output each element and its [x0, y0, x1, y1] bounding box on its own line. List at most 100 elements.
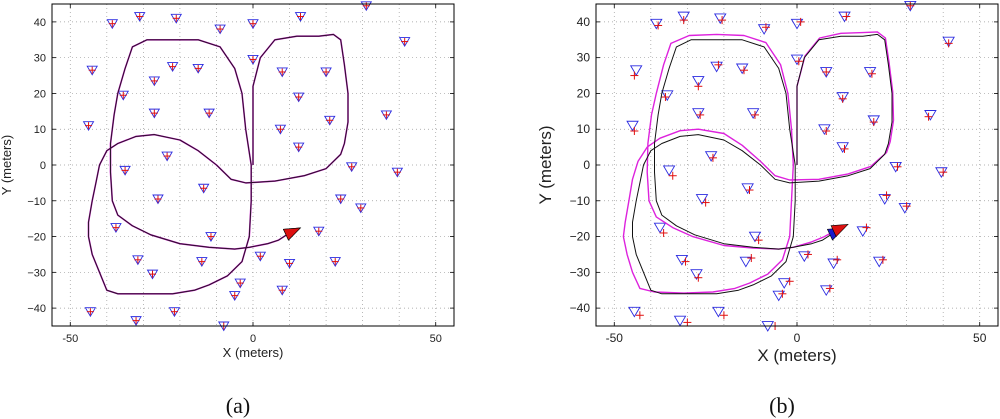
panel-b-landmark-estimate-20	[869, 118, 878, 127]
panel-b-landmark-estimate-22	[630, 127, 639, 136]
panel-b-landmark-estimate-15	[867, 69, 876, 78]
panel-a-xtick-label-0: -50	[62, 333, 78, 345]
panel-a-landmark-estimate-11	[169, 63, 177, 71]
panel-b-landmark-12	[735, 63, 749, 75]
panel-b-landmark-25	[741, 183, 754, 195]
panel-a-paths	[87, 33, 349, 295]
panel-b-landmark-estimate-24	[668, 171, 677, 180]
panel-a-landmark-estimate-2	[172, 14, 180, 22]
panel-b-landmark-estimate-29	[701, 198, 710, 207]
panel-b-landmark-33	[878, 194, 891, 205]
panel-a: -50 0 50 −40 −30 −20 −10 0 10 20 30 40 X (meters) Y…	[0, 1, 455, 418]
panel-a-landmark-estimate-21	[382, 111, 390, 119]
panel-a-landmark-estimate-28	[393, 168, 401, 176]
panel-a-landmark-estimate-41	[286, 259, 294, 267]
panel-b-landmark-15	[863, 67, 877, 78]
panel-a-landmark-estimate-0	[108, 20, 116, 28]
panel-a-ytick-label-1: −30	[27, 267, 46, 279]
panel-b-landmark-estimate-43	[635, 311, 644, 320]
panel-b-landmark-30	[653, 222, 667, 234]
panel-b-caption: (b)	[769, 393, 795, 418]
panel-a-landmark-estimate-27	[348, 163, 356, 171]
panel-a-xtick-label-2: 50	[430, 333, 442, 345]
panel-b-ytick-label-7: 30	[577, 51, 591, 65]
panel-a-landmark-estimate-42	[331, 258, 339, 266]
panel-b-landmark-estimates	[630, 1, 953, 330]
panel-b-landmark-estimate-7	[944, 39, 953, 48]
panel-a-landmark-estimate-3	[216, 25, 224, 33]
panel-a-landmark-estimate-36	[149, 270, 156, 278]
panel-a-landmark-estimate-43	[86, 308, 94, 316]
panel-a-landmark-estimate-18	[276, 125, 284, 133]
panel-a-landmark-estimate-38	[236, 279, 244, 287]
panel-a-landmark-estimate-10	[150, 77, 158, 85]
panel-a-landmark-estimate-14	[278, 68, 286, 76]
panel-a-landmark-estimate-24	[121, 166, 129, 174]
panel-a-ytick-label-0: −40	[27, 303, 46, 315]
panel-b-landmarks	[626, 0, 955, 332]
panel-b-landmark-7	[942, 36, 955, 48]
panel-a-landmark-estimate-34	[357, 204, 365, 212]
panel-a-landmark-estimate-44	[170, 308, 178, 316]
panel-a-landmark-estimates	[85, 2, 409, 330]
panel-b-landmark-estimate-5	[842, 12, 851, 21]
panel-b-landmark-estimate-1	[679, 16, 688, 25]
panel-a-landmark-estimate-25	[200, 184, 208, 192]
panel-b-landmark-42	[872, 256, 886, 268]
panel-b-estimated-path	[622, 31, 895, 294]
panel-a-landmark-estimate-1	[136, 13, 144, 21]
panel-b-landmark-37	[739, 256, 753, 268]
panel-a-ytick-label-7: 30	[34, 53, 46, 65]
panel-a-landmark-estimate-7	[401, 38, 409, 46]
panel-b-landmark-23	[704, 151, 718, 162]
panel-b-ytick-label-1: −30	[570, 265, 591, 279]
panel-b-landmark-estimate-13	[794, 57, 803, 66]
panel-a-landmarks	[82, 1, 411, 332]
panel-a-landmark-estimate-30	[112, 224, 120, 232]
panel-a-true-path	[87, 33, 349, 295]
panel-b: -50 0 50 −40 −30 −20 −10 0 10 20 30 40 X (meters) Y…	[536, 0, 999, 418]
panel-a-landmark-estimate-32	[315, 227, 323, 235]
panel-b-landmark-estimate-10	[694, 82, 703, 91]
panel-a-landmark-estimate-13	[249, 55, 257, 63]
panel-b-xlabel: X (meters)	[757, 346, 836, 365]
panel-b-landmark-34	[898, 203, 912, 214]
panel-b-landmark-36	[690, 269, 703, 280]
panel-a-ytick-label-6: 20	[34, 88, 46, 100]
panel-a-landmark-estimate-8	[88, 66, 96, 74]
panel-b-landmark-26	[836, 142, 849, 153]
panel-b-landmark-24	[662, 165, 676, 177]
panel-b-landmark-32	[856, 226, 870, 238]
panel-b-landmark-35	[675, 254, 689, 266]
panel-b-landmark-16	[692, 108, 705, 119]
panel-b-landmark-38	[777, 278, 791, 289]
panel-a-ytick-label-8: 40	[34, 17, 46, 29]
panel-b-landmark-21	[924, 110, 937, 121]
panel-b-landmark-estimate-36	[694, 273, 703, 282]
panel-b-landmark-18	[818, 124, 831, 136]
panel-b-landmark-4	[790, 18, 804, 30]
panel-b-landmark-40	[798, 251, 811, 263]
panel-a-vehicle	[282, 227, 302, 241]
panel-b-landmark-estimate-9	[661, 93, 670, 102]
panel-a-ytick-label-5: 10	[34, 124, 46, 136]
panel-b-landmark-estimate-33	[882, 191, 891, 200]
panel-b-xtick-label-2: 50	[973, 331, 987, 345]
panel-a-landmark-estimate-39	[231, 292, 239, 300]
panel-b-ytick-label-3: −10	[570, 194, 591, 208]
panel-b-landmark-estimate-16	[696, 110, 705, 119]
panel-a-landmark-estimate-40	[256, 252, 264, 260]
panel-b-landmark-3	[757, 24, 771, 35]
panel-b-vehicle	[826, 223, 849, 241]
panel-b-landmark-estimate-4	[796, 17, 805, 26]
panel-b-landmark-10	[692, 76, 705, 87]
panel-b-landmark-9	[660, 90, 674, 102]
panel-a-landmark-estimate-16	[150, 109, 158, 117]
panel-b-landmark-estimate-37	[747, 254, 756, 263]
panel-a-landmark-estimate-29	[154, 195, 162, 203]
panel-b-landmark-47	[819, 285, 833, 297]
panel-b-landmark-41	[827, 258, 840, 270]
panel-b-ytick-label-5: 10	[577, 122, 591, 136]
panel-a-landmark-estimate-15	[322, 68, 330, 76]
